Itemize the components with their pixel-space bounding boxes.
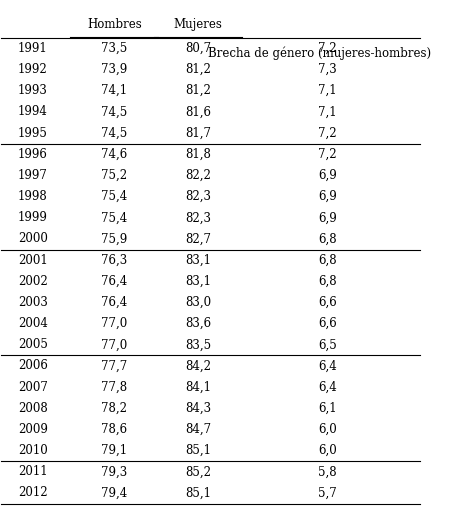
Text: 6,9: 6,9 — [318, 190, 337, 203]
Text: 2012: 2012 — [18, 487, 48, 499]
Text: 2005: 2005 — [18, 338, 48, 351]
Text: 73,5: 73,5 — [101, 42, 128, 55]
Text: 79,3: 79,3 — [101, 465, 128, 478]
Text: 75,2: 75,2 — [101, 169, 128, 182]
Text: 83,6: 83,6 — [185, 317, 211, 330]
Text: 82,3: 82,3 — [185, 190, 211, 203]
Text: 2011: 2011 — [18, 465, 48, 478]
Text: 6,9: 6,9 — [318, 211, 337, 224]
Text: 84,2: 84,2 — [185, 359, 211, 373]
Text: Hombres: Hombres — [87, 18, 142, 31]
Text: 1994: 1994 — [18, 105, 48, 119]
Text: 2006: 2006 — [18, 359, 48, 373]
Text: 81,8: 81,8 — [185, 148, 211, 161]
Text: 1991: 1991 — [18, 42, 48, 55]
Text: 6,6: 6,6 — [318, 296, 337, 309]
Text: 7,2: 7,2 — [318, 127, 337, 139]
Text: 75,4: 75,4 — [101, 211, 128, 224]
Text: 77,0: 77,0 — [101, 338, 128, 351]
Text: 1996: 1996 — [18, 148, 48, 161]
Text: 81,2: 81,2 — [185, 84, 211, 97]
Text: Mujeres: Mujeres — [173, 18, 222, 31]
Text: 2000: 2000 — [18, 233, 48, 245]
Text: 77,0: 77,0 — [101, 317, 128, 330]
Text: 2009: 2009 — [18, 423, 48, 436]
Text: 1998: 1998 — [18, 190, 48, 203]
Text: 1997: 1997 — [18, 169, 48, 182]
Text: 74,5: 74,5 — [101, 127, 128, 139]
Text: 82,3: 82,3 — [185, 211, 211, 224]
Text: 85,1: 85,1 — [185, 444, 211, 457]
Text: 76,4: 76,4 — [101, 275, 128, 288]
Text: 78,6: 78,6 — [101, 423, 128, 436]
Text: 6,0: 6,0 — [318, 444, 337, 457]
Text: 2004: 2004 — [18, 317, 48, 330]
Text: 83,1: 83,1 — [185, 275, 211, 288]
Text: 76,4: 76,4 — [101, 296, 128, 309]
Text: 5,7: 5,7 — [318, 487, 337, 499]
Text: 1992: 1992 — [18, 63, 48, 76]
Text: 81,7: 81,7 — [185, 127, 211, 139]
Text: 7,1: 7,1 — [318, 105, 337, 119]
Text: 85,2: 85,2 — [185, 465, 211, 478]
Text: 84,1: 84,1 — [185, 381, 211, 393]
Text: 80,7: 80,7 — [185, 42, 211, 55]
Text: 7,1: 7,1 — [318, 84, 337, 97]
Text: 75,4: 75,4 — [101, 190, 128, 203]
Text: 82,2: 82,2 — [185, 169, 211, 182]
Text: 73,9: 73,9 — [101, 63, 128, 76]
Text: 2003: 2003 — [18, 296, 48, 309]
Text: 2007: 2007 — [18, 381, 48, 393]
Text: 1993: 1993 — [18, 84, 48, 97]
Text: 84,7: 84,7 — [185, 423, 211, 436]
Text: 7,2: 7,2 — [318, 42, 337, 55]
Text: 81,6: 81,6 — [185, 105, 211, 119]
Text: 6,6: 6,6 — [318, 317, 337, 330]
Text: 6,0: 6,0 — [318, 423, 337, 436]
Text: 6,4: 6,4 — [318, 359, 337, 373]
Text: 83,0: 83,0 — [185, 296, 211, 309]
Text: 84,3: 84,3 — [185, 402, 211, 415]
Text: 79,4: 79,4 — [101, 487, 128, 499]
Text: 76,3: 76,3 — [101, 253, 128, 267]
Text: 6,8: 6,8 — [318, 233, 337, 245]
Text: 2002: 2002 — [18, 275, 48, 288]
Text: 7,3: 7,3 — [318, 63, 337, 76]
Text: 7,2: 7,2 — [318, 148, 337, 161]
Text: 2010: 2010 — [18, 444, 48, 457]
Text: 5,8: 5,8 — [318, 465, 337, 478]
Text: 6,8: 6,8 — [318, 253, 337, 267]
Text: 78,2: 78,2 — [101, 402, 128, 415]
Text: 6,1: 6,1 — [318, 402, 337, 415]
Text: Brecha de género (mujeres-hombres): Brecha de género (mujeres-hombres) — [207, 47, 431, 61]
Text: 6,9: 6,9 — [318, 169, 337, 182]
Text: 75,9: 75,9 — [101, 233, 128, 245]
Text: 2008: 2008 — [18, 402, 48, 415]
Text: 77,8: 77,8 — [101, 381, 128, 393]
Text: 81,2: 81,2 — [185, 63, 211, 76]
Text: 83,5: 83,5 — [185, 338, 211, 351]
Text: 6,8: 6,8 — [318, 275, 337, 288]
Text: 77,7: 77,7 — [101, 359, 128, 373]
Text: 85,1: 85,1 — [185, 487, 211, 499]
Text: 2001: 2001 — [18, 253, 48, 267]
Text: 82,7: 82,7 — [185, 233, 211, 245]
Text: 83,1: 83,1 — [185, 253, 211, 267]
Text: 6,4: 6,4 — [318, 381, 337, 393]
Text: 6,5: 6,5 — [318, 338, 337, 351]
Text: 74,5: 74,5 — [101, 105, 128, 119]
Text: 1995: 1995 — [18, 127, 48, 139]
Text: 74,6: 74,6 — [101, 148, 128, 161]
Text: 74,1: 74,1 — [101, 84, 128, 97]
Text: 1999: 1999 — [18, 211, 48, 224]
Text: 79,1: 79,1 — [101, 444, 128, 457]
